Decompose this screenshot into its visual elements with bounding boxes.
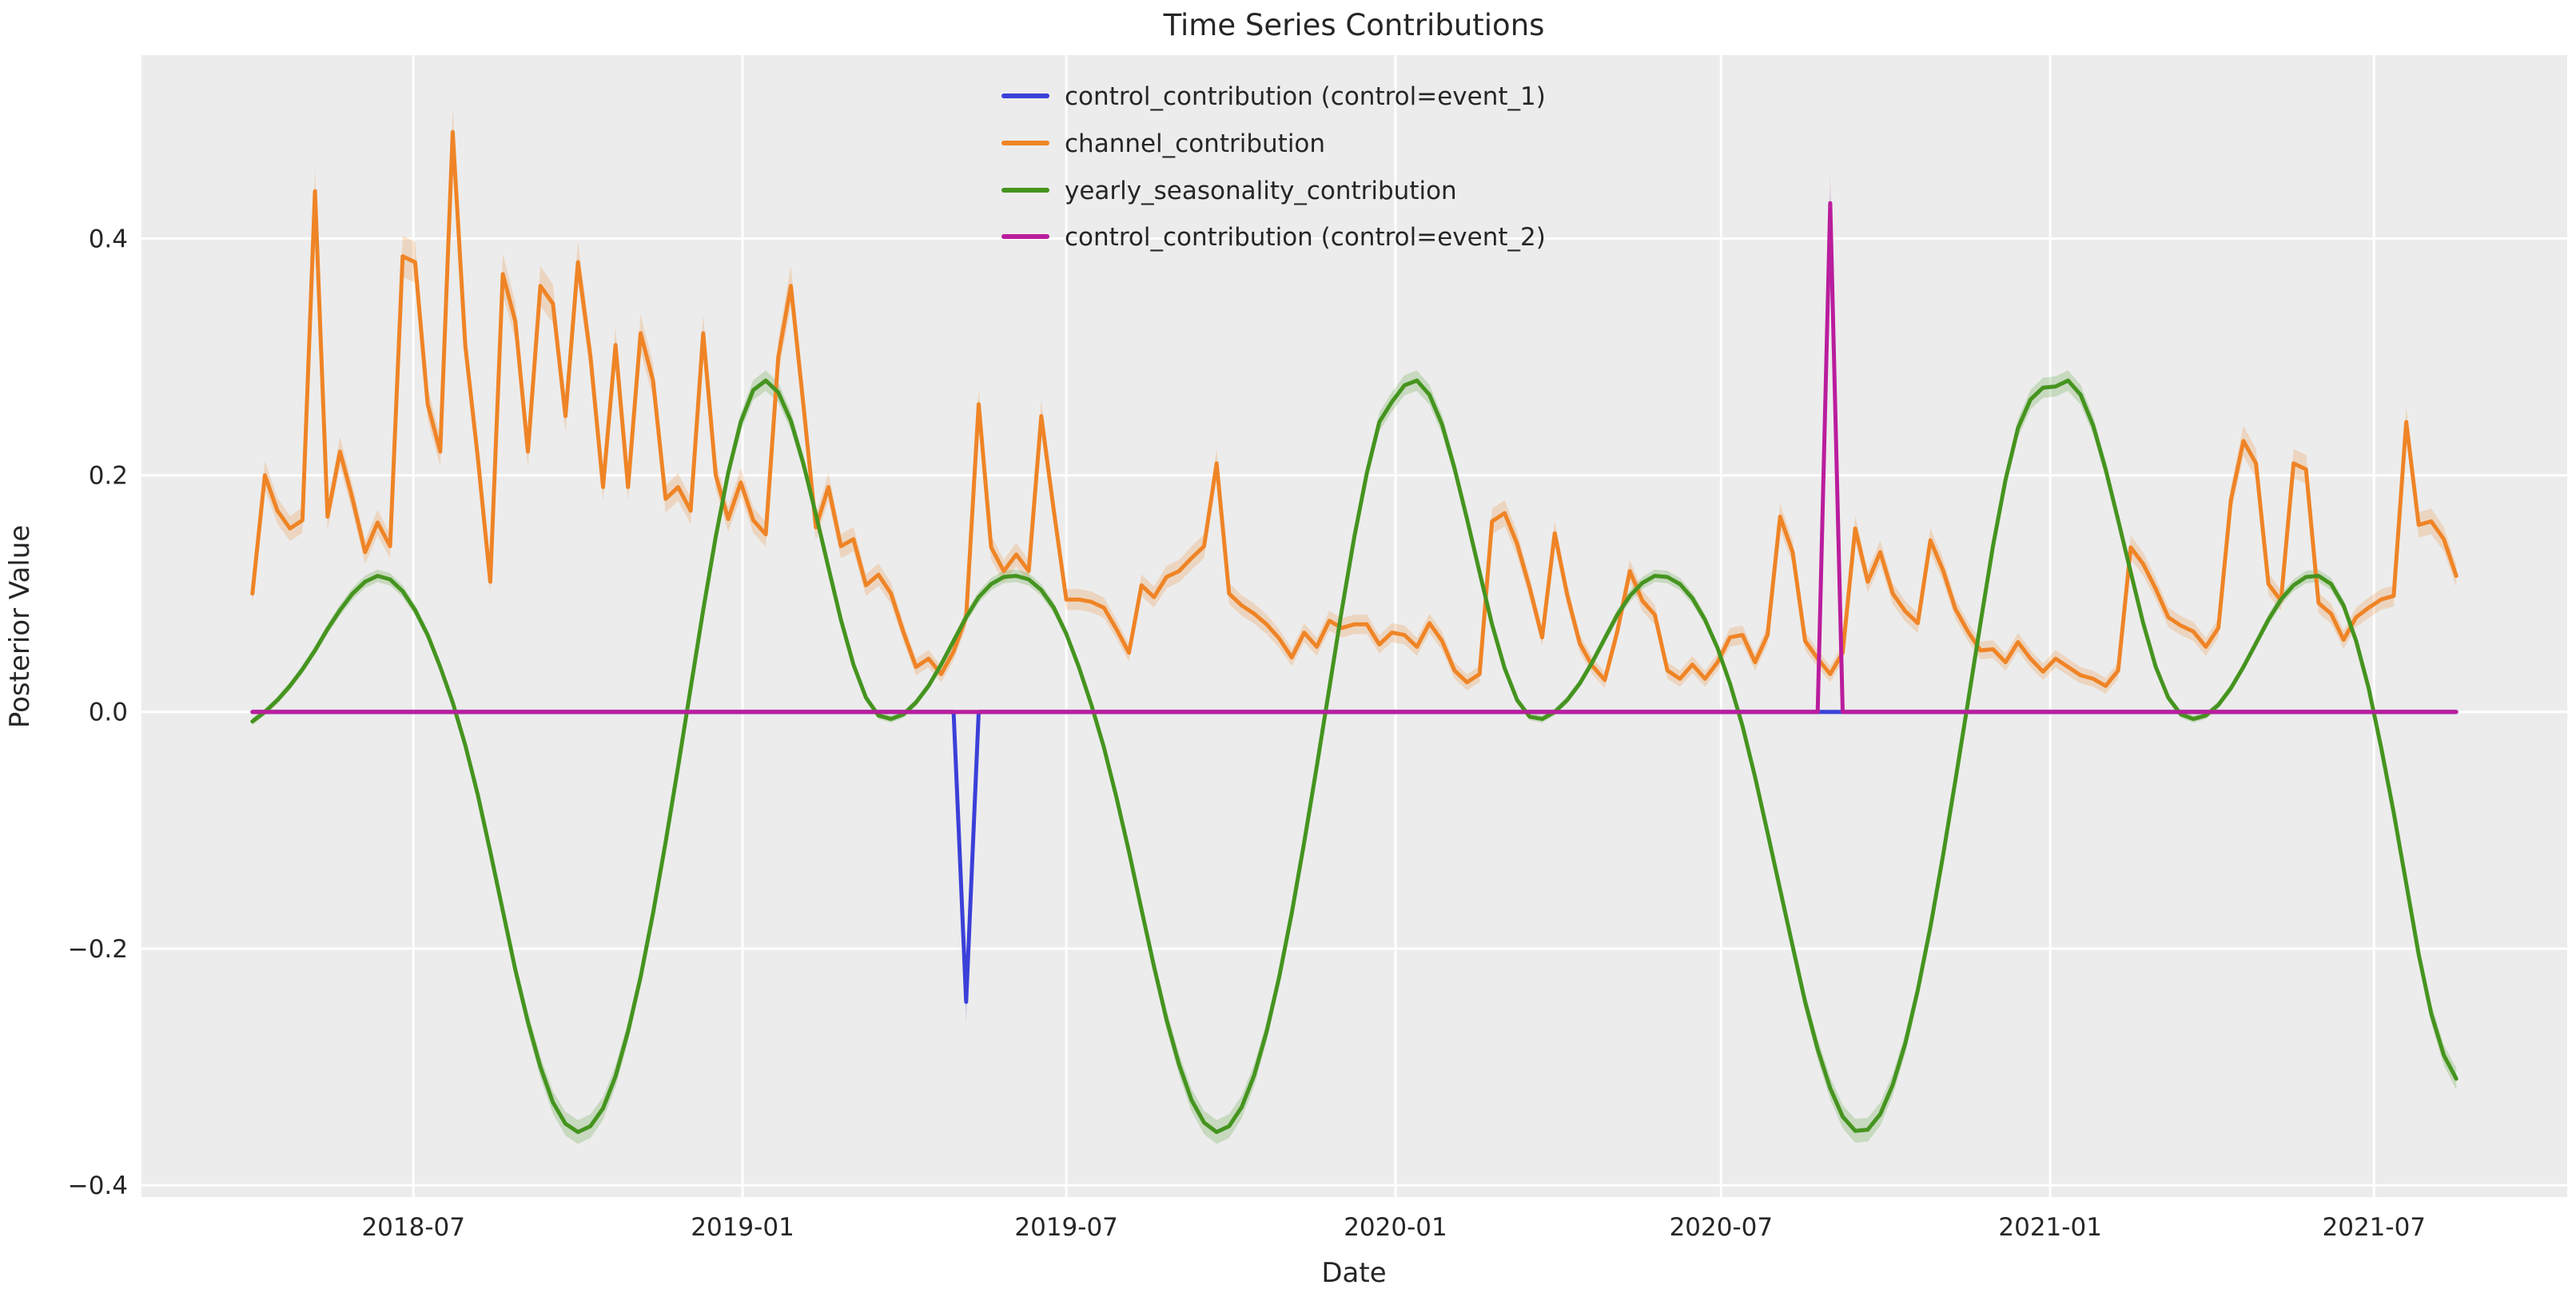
gridlines (141, 55, 2567, 1197)
y-axis-tick-labels: −0.4 −0.2 0.0 0.2 0.4 (68, 225, 128, 1200)
x-tick-label: 2019-07 (1014, 1213, 1118, 1242)
series-line-yearly-seasonality-contribution (250, 378, 2459, 1135)
x-tick-label: 2020-01 (1344, 1213, 1447, 1242)
series-lines (250, 129, 2459, 1135)
legend-item: control_contribution (control=event_1) (1001, 82, 1546, 111)
series-line-channel-contribution (250, 129, 2459, 688)
y-tick-label: 0.2 (89, 462, 128, 491)
legend-label: yearly_seasonality_contribution (1065, 177, 1457, 205)
legend-item: yearly_seasonality_contribution (1001, 177, 1457, 205)
x-tick-label: 2018-07 (361, 1213, 465, 1242)
x-tick-label: 2019-01 (691, 1213, 794, 1242)
y-tick-label: 0.0 (89, 698, 128, 727)
x-tick-label: 2021-07 (2323, 1213, 2427, 1242)
legend-label: channel_contribution (1065, 129, 1325, 158)
legend-item: channel_contribution (1001, 129, 1325, 158)
y-axis-label: Posterior Value (4, 525, 36, 728)
chart-title: Time Series Contributions (1163, 8, 1545, 42)
y-tick-label: 0.4 (89, 225, 128, 253)
x-tick-label: 2021-01 (1998, 1213, 2102, 1242)
legend-label: control_contribution (control=event_1) (1065, 82, 1546, 111)
legend-label: control_contribution (control=event_2) (1065, 223, 1546, 252)
legend-item: control_contribution (control=event_2) (1001, 223, 1546, 252)
x-axis-label: Date (1321, 1257, 1386, 1289)
legend: control_contribution (control=event_1)ch… (1001, 82, 1546, 252)
y-tick-label: −0.2 (68, 935, 128, 964)
y-tick-label: −0.4 (68, 1172, 128, 1200)
x-tick-label: 2020-07 (1670, 1213, 1774, 1242)
x-axis-tick-labels: 2018-07 2019-01 2019-07 2020-01 2020-07 2021-… (361, 1213, 2426, 1242)
series-line-control-contribution-control-event-2- (250, 201, 2459, 714)
